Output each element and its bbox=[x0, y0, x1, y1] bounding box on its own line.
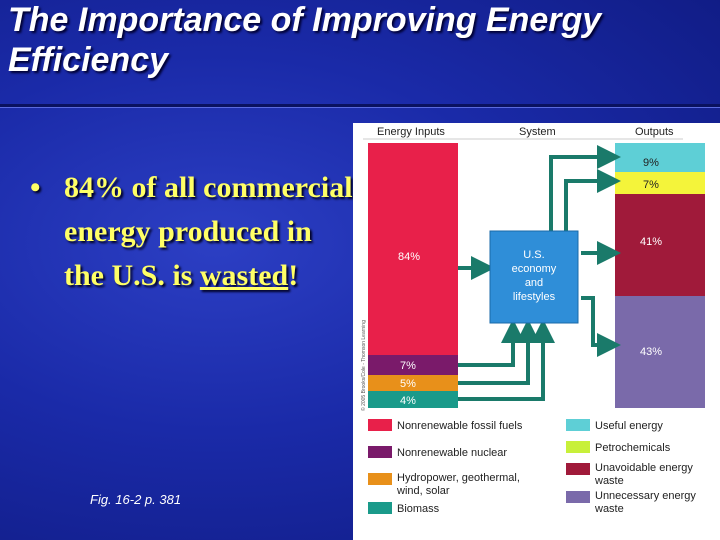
input-label-nuclear: 7% bbox=[400, 360, 416, 372]
header-outputs: Outputs bbox=[635, 126, 674, 138]
legend-swatch-renewables bbox=[368, 473, 392, 485]
output-bar-useful bbox=[615, 143, 705, 172]
system-label-4: lifestyles bbox=[513, 291, 556, 303]
legend-label-unavoidable-2: waste bbox=[594, 475, 624, 487]
legend-label-fossil: Nonrenewable fossil fuels bbox=[397, 420, 523, 432]
legend-label-useful: Useful energy bbox=[595, 420, 663, 432]
input-bar-fossil-fuels bbox=[368, 143, 458, 375]
output-label-useful: 9% bbox=[643, 157, 659, 169]
system-label-3: and bbox=[525, 277, 543, 289]
system-label-1: U.S. bbox=[523, 249, 544, 261]
input-label-biomass: 4% bbox=[400, 395, 416, 407]
output-label-unnecessary: 43% bbox=[640, 346, 662, 358]
input-bar-renewables bbox=[368, 375, 458, 391]
title-line-2: Efficiency bbox=[8, 41, 169, 79]
slide-title: The Importance of Improving Energy Effic… bbox=[8, 0, 718, 80]
legend-swatch-nuclear bbox=[368, 446, 392, 458]
title-divider bbox=[0, 104, 720, 108]
bullet-text-main: 84% of all commercial energy produced in… bbox=[64, 171, 353, 292]
title-line-1: The Importance of Improving Energy bbox=[8, 1, 602, 39]
legend-swatch-petrochemicals bbox=[566, 441, 590, 453]
legend: Nonrenewable fossil fuels Useful energy … bbox=[368, 419, 696, 515]
bullet-symbol: • bbox=[30, 171, 41, 204]
bullet-text: 84% of all commercial energy produced in… bbox=[64, 166, 354, 298]
header-system: System bbox=[519, 126, 556, 138]
legend-swatch-unavoidable bbox=[566, 463, 590, 475]
legend-label-unnecessary-1: Unnecessary energy bbox=[595, 490, 696, 502]
system-box bbox=[489, 230, 579, 324]
input-bar-nuclear bbox=[368, 355, 458, 375]
legend-label-biomass: Biomass bbox=[397, 503, 440, 515]
legend-label-unnecessary-2: waste bbox=[594, 503, 624, 515]
output-bar-petrochemicals bbox=[615, 172, 705, 194]
legend-label-unavoidable-1: Unavoidable energy bbox=[595, 462, 693, 474]
legend-swatch-fossil bbox=[368, 419, 392, 431]
output-bar-unnecessary bbox=[615, 296, 705, 408]
output-label-unavoidable: 41% bbox=[640, 236, 662, 248]
figure-caption: Fig. 16-2 p. 381 bbox=[90, 492, 182, 507]
header-inputs: Energy Inputs bbox=[377, 126, 445, 138]
input-label-renewables: 5% bbox=[400, 378, 416, 390]
input-label-fossil: 84% bbox=[398, 251, 420, 263]
legend-label-petrochemicals: Petrochemicals bbox=[595, 442, 671, 454]
bullet-text-end: ! bbox=[288, 259, 299, 292]
energy-flow-diagram: Energy Inputs System Outputs © 2005 Broo… bbox=[360, 126, 705, 515]
side-credit: © 2005 Brooks/Cole - Thomson Learning bbox=[360, 320, 367, 411]
legend-label-renewables-2: wind, solar bbox=[396, 485, 450, 497]
input-arrows bbox=[458, 256, 555, 401]
bullet-emphasis: wasted bbox=[199, 259, 289, 292]
system-label-2: economy bbox=[512, 263, 557, 275]
output-arrows bbox=[549, 145, 621, 357]
legend-swatch-useful bbox=[566, 419, 590, 431]
input-bar-biomass bbox=[368, 391, 458, 408]
output-label-petrochemicals: 7% bbox=[643, 179, 659, 191]
legend-swatch-biomass bbox=[368, 502, 392, 514]
legend-label-renewables-1: Hydropower, geothermal, bbox=[397, 472, 520, 484]
legend-label-nuclear: Nonrenewable nuclear bbox=[397, 447, 507, 459]
legend-swatch-unnecessary bbox=[566, 491, 590, 503]
output-bar-unavoidable bbox=[615, 194, 705, 296]
energy-flow-figure: Energy Inputs System Outputs © 2005 Broo… bbox=[353, 123, 720, 540]
